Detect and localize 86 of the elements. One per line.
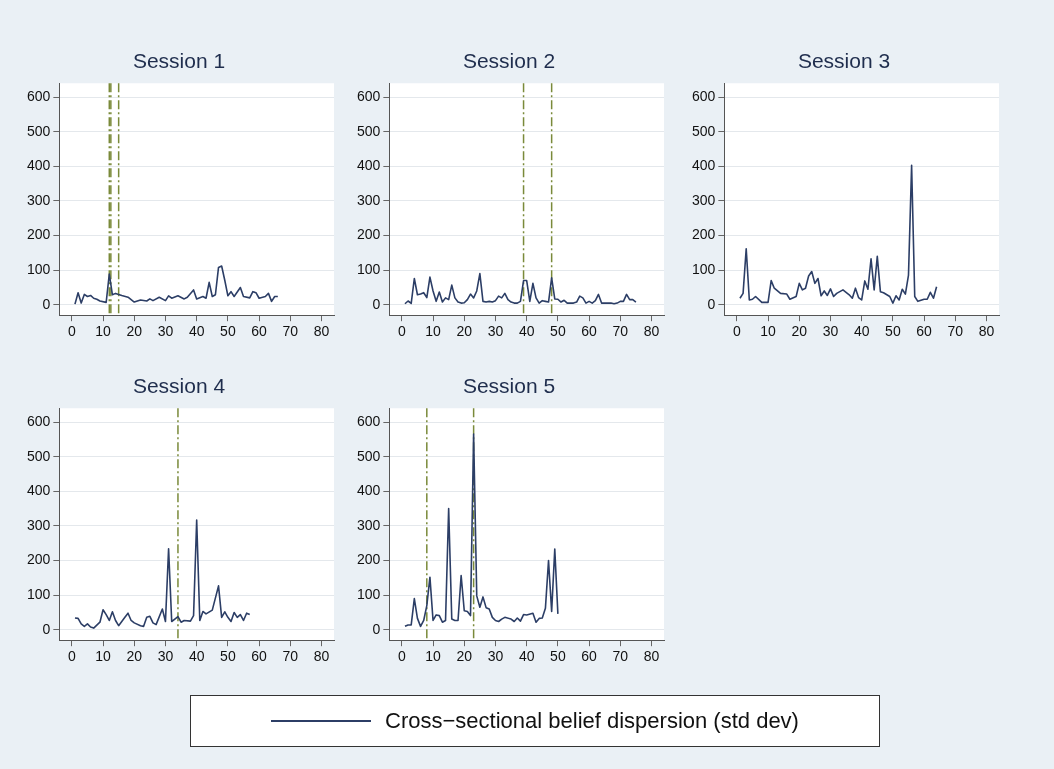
y-tick-label: 300	[692, 191, 716, 208]
y-tick-label: 100	[357, 586, 381, 603]
y-tick-label: 300	[357, 191, 381, 208]
x-tick-label: 10	[95, 323, 112, 340]
x-tick-label: 30	[822, 323, 839, 340]
x-tick-label: 50	[550, 323, 566, 340]
y-tick-label: 600	[357, 412, 381, 429]
x-tick-label: 20	[456, 323, 473, 340]
x-tick-label: 60	[251, 648, 268, 665]
chart-title: Session 2	[462, 49, 556, 73]
x-tick-label: 0	[67, 648, 76, 665]
chart-title: Session 1	[132, 49, 226, 73]
x-tick-label: 50	[220, 648, 236, 665]
legend-label: Cross−sectional belief dispersion (std dev)	[385, 708, 799, 734]
x-tick-label: 40	[518, 648, 535, 665]
x-tick-label: 70	[282, 323, 299, 340]
y-tick-label: 0	[707, 295, 716, 312]
x-tick-label: 30	[487, 323, 504, 340]
y-tick-label: 200	[692, 226, 716, 243]
x-tick-label: 60	[581, 648, 598, 665]
y-tick-label: 400	[27, 157, 51, 174]
y-tick-label: 300	[357, 516, 381, 533]
x-tick-label: 40	[188, 323, 205, 340]
chart-title: Session 5	[462, 374, 556, 398]
x-tick-label: 40	[853, 323, 870, 340]
y-tick-label: 0	[42, 295, 51, 312]
x-tick-label: 30	[487, 648, 504, 665]
x-tick-label: 10	[760, 323, 777, 340]
x-tick-label: 0	[67, 323, 76, 340]
y-tick-label: 0	[372, 295, 381, 312]
y-tick-label: 500	[357, 122, 381, 139]
x-tick-label: 80	[313, 648, 330, 665]
y-tick-label: 200	[357, 226, 381, 243]
x-tick-label: 70	[282, 648, 299, 665]
y-tick-label: 200	[27, 226, 51, 243]
y-tick-label: 600	[357, 87, 381, 104]
chart-title: Session 3	[797, 49, 891, 73]
x-tick-label: 60	[916, 323, 933, 340]
x-tick-label: 50	[550, 648, 566, 665]
y-tick-label: 300	[27, 516, 51, 533]
y-tick-label: 100	[357, 261, 381, 278]
x-tick-label: 0	[397, 648, 406, 665]
x-tick-label: 40	[188, 648, 205, 665]
x-tick-label: 60	[581, 323, 598, 340]
y-tick-label: 200	[27, 551, 51, 568]
x-tick-label: 20	[456, 648, 473, 665]
x-tick-label: 70	[612, 648, 629, 665]
y-tick-label: 500	[27, 122, 51, 139]
x-tick-label: 70	[947, 323, 964, 340]
y-tick-label: 0	[42, 620, 51, 637]
x-tick-label: 0	[732, 323, 741, 340]
y-tick-label: 100	[27, 586, 51, 603]
x-tick-label: 30	[157, 648, 174, 665]
x-tick-label: 80	[313, 323, 330, 340]
y-tick-label: 400	[357, 482, 381, 499]
x-tick-label: 80	[643, 323, 660, 340]
y-tick-label: 500	[692, 122, 716, 139]
y-tick-label: 400	[27, 482, 51, 499]
x-tick-label: 50	[220, 323, 236, 340]
x-tick-label: 80	[643, 648, 660, 665]
y-tick-label: 400	[357, 157, 381, 174]
x-tick-label: 80	[978, 323, 995, 340]
y-tick-label: 600	[692, 87, 716, 104]
y-tick-label: 100	[27, 261, 51, 278]
y-tick-label: 300	[27, 191, 51, 208]
y-tick-label: 600	[27, 87, 51, 104]
x-tick-label: 10	[425, 323, 442, 340]
chart-title: Session 4	[132, 374, 226, 398]
x-tick-label: 60	[251, 323, 268, 340]
y-tick-label: 200	[357, 551, 381, 568]
x-tick-label: 10	[425, 648, 442, 665]
x-tick-label: 30	[157, 323, 174, 340]
x-tick-label: 10	[95, 648, 112, 665]
x-tick-label: 70	[612, 323, 629, 340]
y-tick-label: 500	[27, 447, 51, 464]
y-tick-label: 600	[27, 412, 51, 429]
y-tick-label: 0	[372, 620, 381, 637]
x-tick-label: 20	[126, 323, 143, 340]
y-tick-label: 100	[692, 261, 716, 278]
y-tick-label: 500	[357, 447, 381, 464]
x-tick-label: 0	[397, 323, 406, 340]
x-tick-label: 20	[126, 648, 143, 665]
x-tick-label: 20	[791, 323, 808, 340]
x-tick-label: 40	[518, 323, 535, 340]
x-tick-label: 50	[885, 323, 901, 340]
y-tick-label: 400	[692, 157, 716, 174]
